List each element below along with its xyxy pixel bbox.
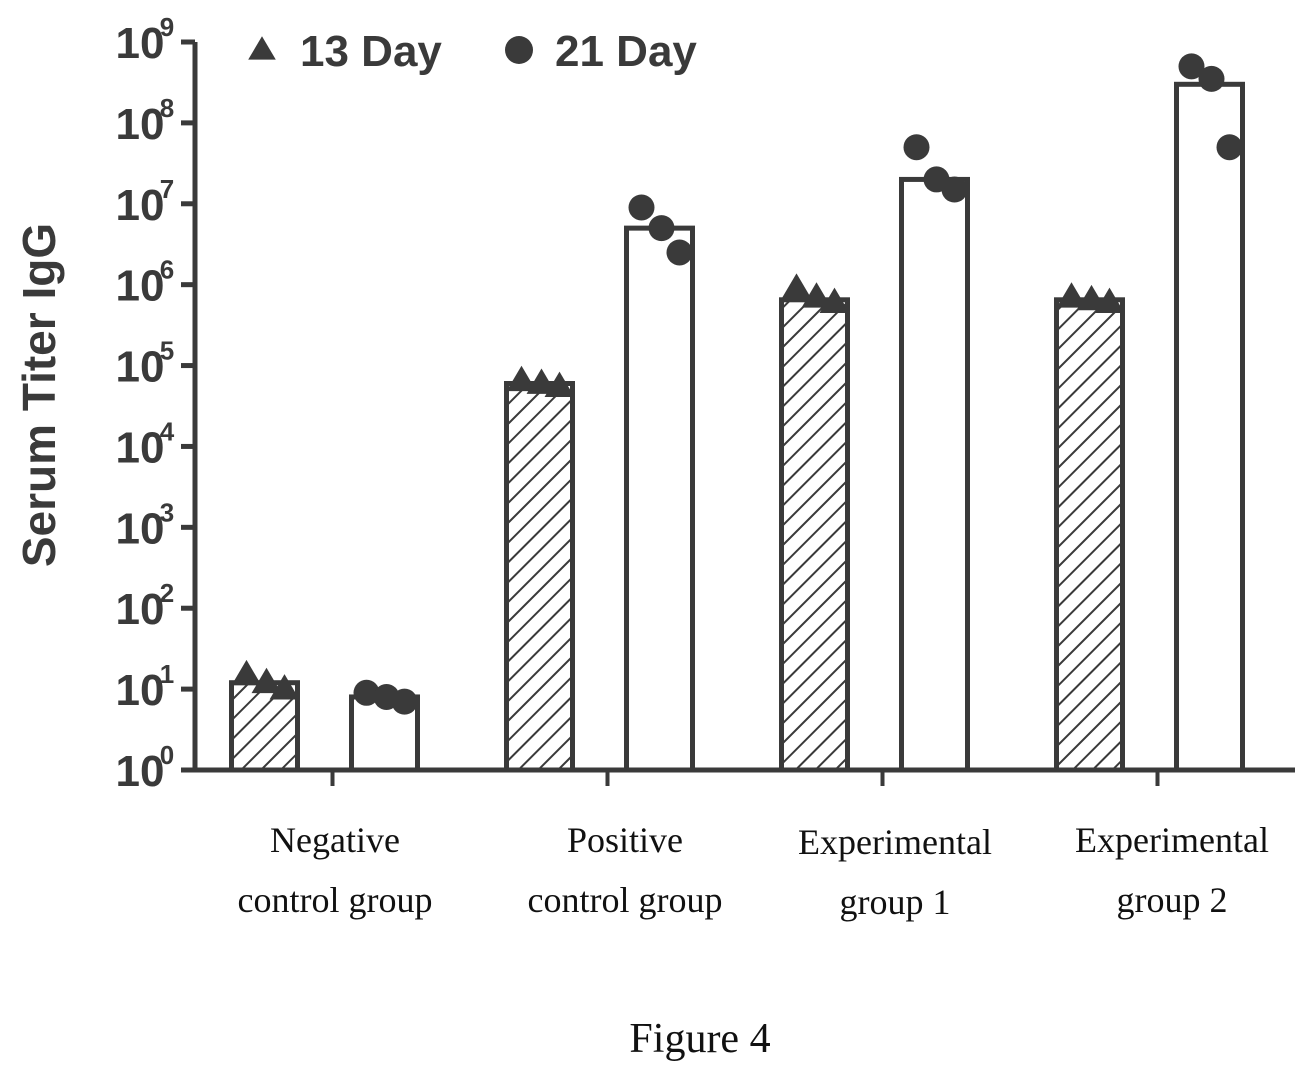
y-tick-exponent-9: 9 <box>160 12 174 42</box>
bar-21-day-3 <box>1174 81 1245 773</box>
y-tick-label-9: 10 <box>116 19 165 68</box>
category-labels: Negative control group Positive control … <box>238 820 1269 922</box>
point-13-day-3-0 <box>1056 282 1087 308</box>
bar-13-day-1 <box>504 381 575 773</box>
point-21-day-3-0 <box>1178 53 1205 80</box>
point-21-day-3-1 <box>1198 65 1225 92</box>
point-13-day-0-0 <box>231 659 262 686</box>
point-13-day-0-1 <box>251 667 282 694</box>
y-tick-label-3: 10 <box>116 504 165 553</box>
point-13-day-0-2 <box>269 674 300 700</box>
category-label-exp1-line2: group 1 <box>840 882 951 922</box>
bar-21-day-1 <box>624 225 695 773</box>
y-tick-label-1: 10 <box>116 666 165 715</box>
legend-circle-icon <box>505 36 533 64</box>
y-tick-exponent-2: 2 <box>160 578 174 608</box>
category-label-exp1-line1: Experimental <box>798 822 992 862</box>
point-21-day-2-2 <box>941 176 968 203</box>
y-tick-label-5: 10 <box>116 343 165 392</box>
category-label-positive-line2: control group <box>528 880 723 920</box>
y-tick-exponent-8: 8 <box>160 93 174 123</box>
point-13-day-2-1 <box>801 282 832 308</box>
point-21-day-2-0 <box>903 134 930 161</box>
legend-marker-13-day <box>248 36 276 60</box>
y-tick-exponent-7: 7 <box>160 174 174 204</box>
y-tick-exponent-4: 4 <box>160 416 175 446</box>
legend-label-21-day: 21 Day <box>555 27 697 76</box>
legend-triangle-icon <box>248 36 276 60</box>
y-tick-label-4: 10 <box>116 423 165 472</box>
bar-21-day-2 <box>899 176 970 773</box>
bar-13-day-2 <box>779 297 850 773</box>
legend-marker-21-day <box>505 36 533 64</box>
category-label-negative-line1: Negative <box>270 820 400 860</box>
figure-caption: Figure 4 <box>629 1016 770 1062</box>
y-tick-exponent-1: 1 <box>160 659 174 689</box>
point-21-day-0-2 <box>391 688 418 715</box>
bar-13-day-3 <box>1054 297 1125 773</box>
point-13-day-2-2 <box>819 287 850 314</box>
point-13-day-1-1 <box>526 368 557 394</box>
point-21-day-1-1 <box>648 215 675 242</box>
point-21-day-1-0 <box>628 194 655 221</box>
category-label-positive-line1: Positive <box>567 820 683 860</box>
y-tick-exponent-6: 6 <box>160 255 174 285</box>
point-21-day-0-0 <box>353 679 380 706</box>
category-label-negative-line2: control group <box>238 880 433 920</box>
y-tick-label-2: 10 <box>116 585 165 634</box>
point-13-day-1-2 <box>544 371 575 397</box>
y-tick-exponent-0: 0 <box>160 740 174 770</box>
point-13-day-3-1 <box>1076 284 1107 311</box>
point-21-day-3-2 <box>1216 134 1243 161</box>
y-tick-exponent-5: 5 <box>160 336 174 366</box>
y-tick-label-7: 10 <box>116 181 165 230</box>
y-tick-label-0: 10 <box>116 747 165 796</box>
category-label-exp2-line2: group 2 <box>1117 880 1228 920</box>
legend: 13 Day 21 Day <box>248 27 697 76</box>
y-tick-exponent-3: 3 <box>160 497 174 527</box>
legend-label-13-day: 13 Day <box>300 27 442 76</box>
y-tick-label-8: 10 <box>116 100 165 149</box>
point-13-day-1-0 <box>506 365 537 392</box>
point-13-day-2-0 <box>781 273 812 299</box>
category-label-exp2-line1: Experimental <box>1075 820 1269 860</box>
bar-13-day-0 <box>229 680 300 773</box>
point-13-day-3-2 <box>1094 287 1125 314</box>
y-axis-label: Serum Titer IgG <box>13 223 65 567</box>
y-tick-label-6: 10 <box>116 262 165 311</box>
point-21-day-1-2 <box>666 239 693 266</box>
